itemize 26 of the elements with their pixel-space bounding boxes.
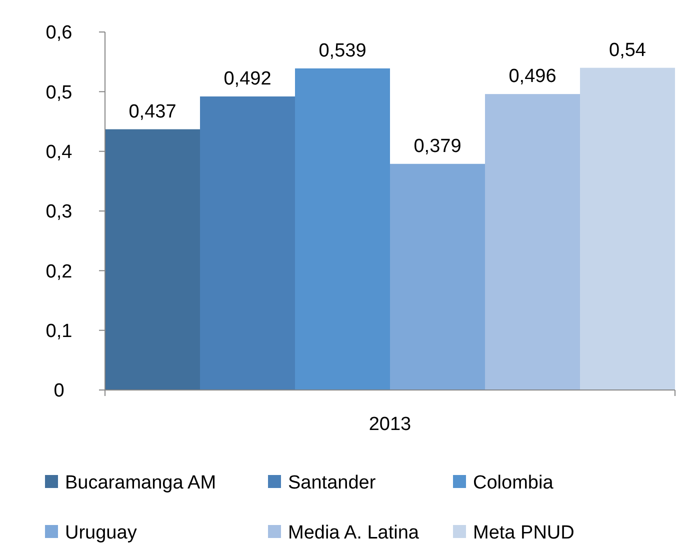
bar [580, 68, 675, 390]
x-tick-label: 2013 [368, 414, 412, 435]
legend-label: Media A. Latina [288, 522, 420, 544]
legend-label: Uruguay [65, 522, 138, 544]
data-label: 0,437 [128, 101, 176, 122]
y-tick-label: 0,1 [46, 320, 72, 342]
y-tick-label: 0,4 [46, 142, 73, 163]
y-tick-label: 0,5 [46, 82, 72, 104]
bar [200, 96, 295, 390]
data-label: 0,539 [318, 40, 366, 62]
data-label: 0,492 [224, 68, 272, 90]
legend-label: Meta PNUD [473, 522, 574, 544]
bar [485, 94, 580, 390]
data-label: 0,379 [414, 136, 462, 157]
bar [390, 164, 485, 390]
data-label: 0,496 [508, 66, 556, 88]
data-label: 0,54 [609, 40, 646, 61]
bar [295, 68, 390, 390]
y-tick-label: 0 [54, 380, 64, 402]
bar [105, 129, 200, 390]
y-tick-label: 0,2 [46, 261, 72, 282]
legend-label: Colombia [473, 472, 554, 494]
y-tick-label: 0,3 [46, 202, 72, 223]
legend-label: Bucaramanga AM [65, 472, 216, 494]
y-tick-label: 0,6 [46, 22, 72, 44]
legend-label: Santander [288, 472, 376, 494]
